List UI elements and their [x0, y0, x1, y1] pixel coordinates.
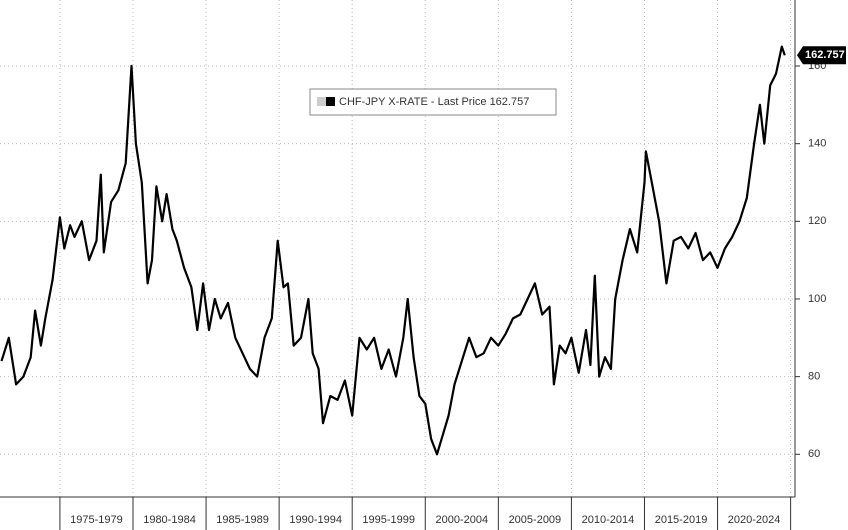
last-price-label: 162.757 — [805, 49, 845, 61]
y-tick-label: 120 — [808, 215, 826, 227]
x-tick-label: 2020-2024 — [728, 514, 781, 526]
x-tick-label: 1975-1979 — [70, 514, 123, 526]
x-tick-label: 2015-2019 — [655, 514, 708, 526]
x-tick-label: 2010-2014 — [582, 514, 635, 526]
x-tick-label: 2005-2009 — [509, 514, 562, 526]
x-tick-label: 2000-2004 — [435, 514, 488, 526]
y-tick-label: 100 — [808, 293, 826, 305]
last-price-box — [797, 46, 846, 65]
legend-swatch — [326, 97, 335, 106]
y-tick-label: 60 — [808, 448, 820, 460]
x-tick-label: 1980-1984 — [143, 514, 196, 526]
legend-swatch — [317, 97, 326, 106]
legend-box — [309, 88, 557, 116]
price-line — [0, 45, 786, 456]
x-tick-label: 1985-1989 — [216, 514, 269, 526]
x-tick-label: 1995-1999 — [362, 514, 415, 526]
x-tick-label: 1990-1994 — [289, 514, 342, 526]
y-tick-label: 80 — [808, 371, 820, 383]
y-tick-label: 140 — [808, 138, 826, 150]
legend-label: CHF-JPY X-RATE - Last Price 162.757 — [339, 96, 529, 108]
